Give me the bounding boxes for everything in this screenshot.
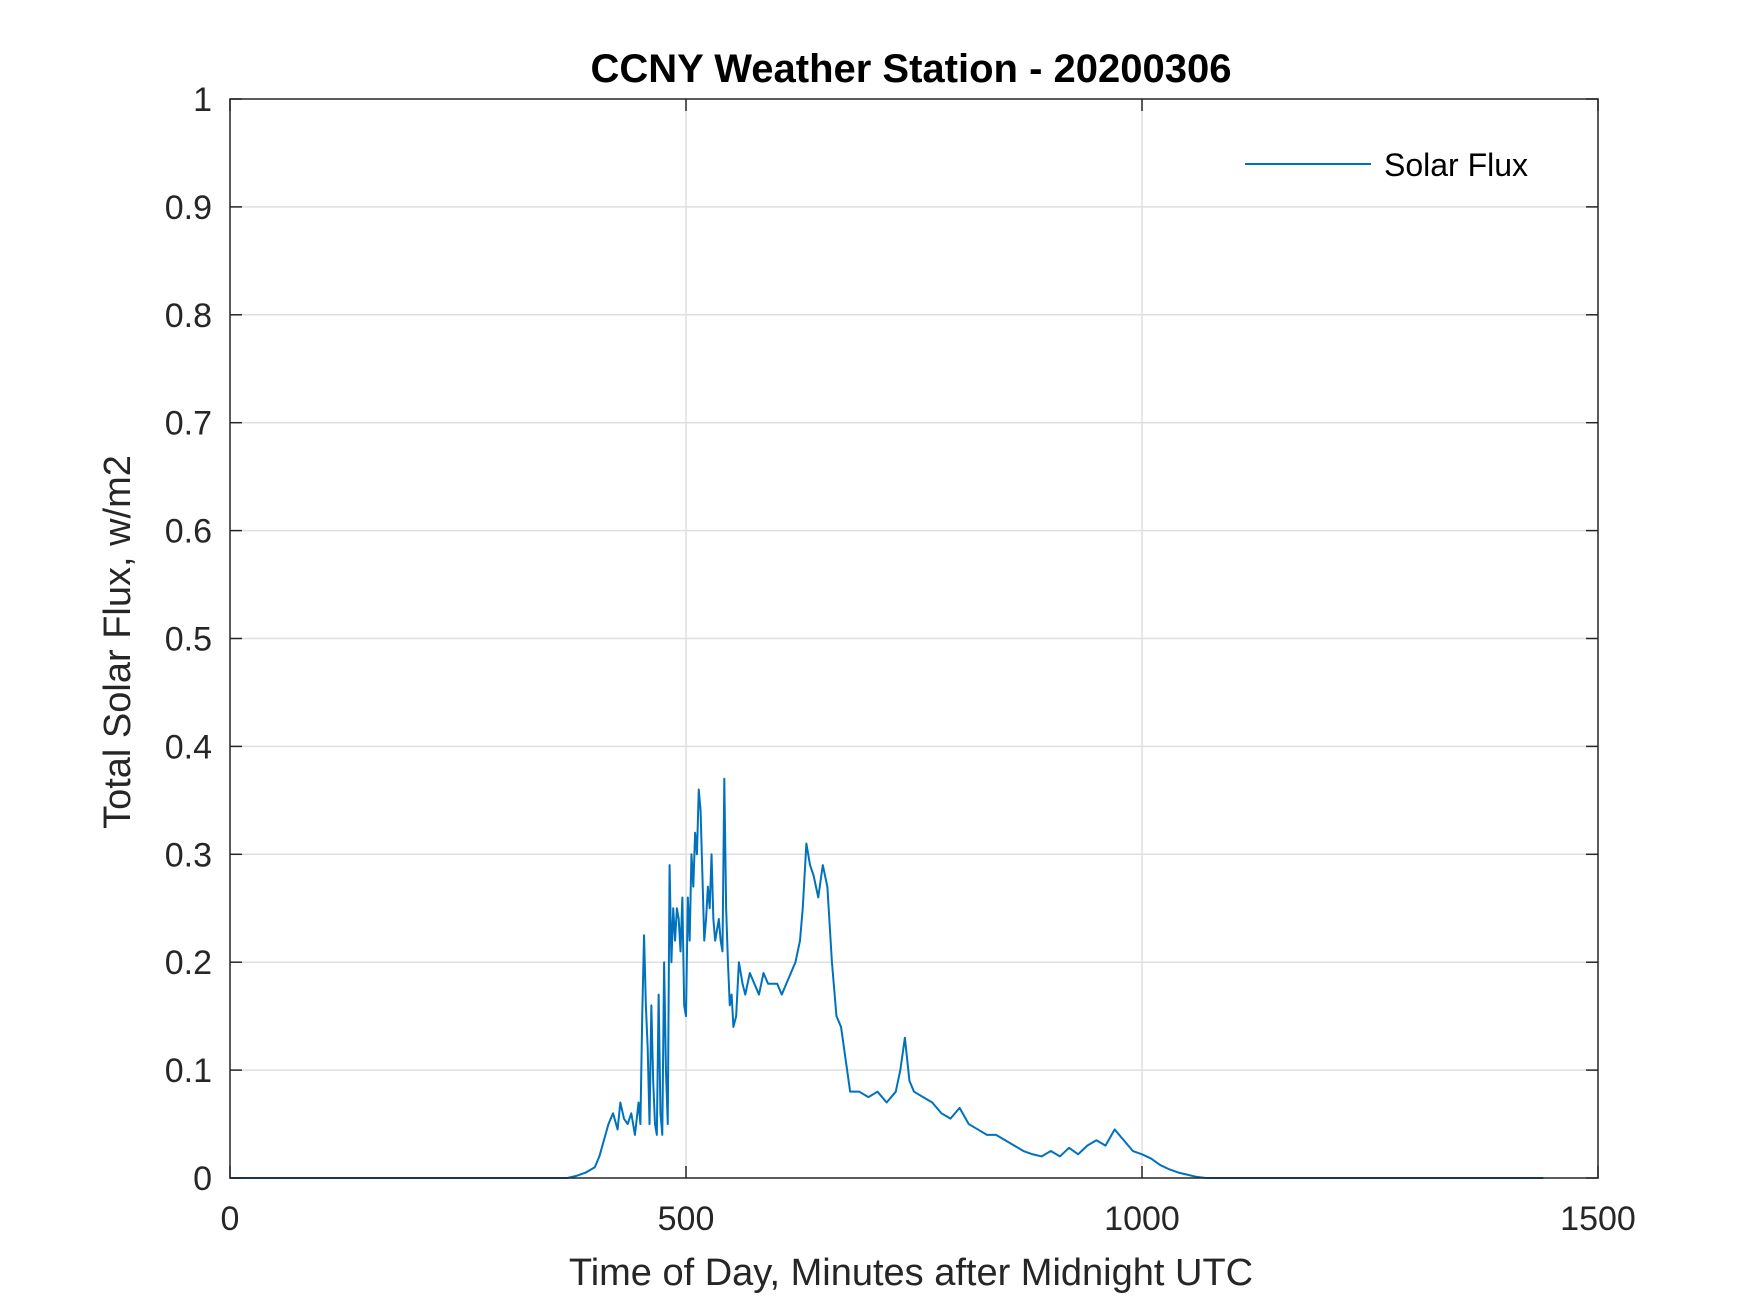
axes-box <box>229 98 1599 1179</box>
y-tick-label: 0.2 <box>165 944 212 982</box>
tick-labels: 0 500 1000 1500 0 0.1 0.2 0.3 0.4 0.5 0.6 0.7 0.8 0.9… <box>165 81 1636 1238</box>
y-tick-label: 0.1 <box>165 1052 212 1090</box>
axes <box>229 98 1599 1179</box>
y-tick-label: 0.7 <box>165 405 212 443</box>
x-axis-label: Time of Day, Minutes after Midnight UTC <box>569 1252 1253 1294</box>
legend: Solar Flux <box>1245 147 1528 183</box>
y-tick-label: 0.8 <box>165 297 212 335</box>
chart-title: CCNY Weather Station - 20200306 <box>591 47 1232 91</box>
x-tick-label: 500 <box>658 1200 715 1238</box>
x-tick-label: 1000 <box>1104 1200 1180 1238</box>
grid-lines <box>230 99 1598 1178</box>
y-tick-label: 0.6 <box>165 513 212 551</box>
series-line-solar-flux <box>230 777 1544 1179</box>
y-axis-label: Total Solar Flux, w/m2 <box>97 455 139 829</box>
y-tick-label: 0.5 <box>165 621 212 659</box>
y-tick-label: 0.9 <box>165 189 212 227</box>
legend-label-solar-flux: Solar Flux <box>1384 147 1528 183</box>
series-layer <box>230 777 1544 1179</box>
x-tick-label: 1500 <box>1560 1200 1636 1238</box>
y-tick-label: 1 <box>193 81 212 119</box>
y-tick-label: 0 <box>193 1160 212 1198</box>
y-tick-label: 0.4 <box>165 728 212 766</box>
x-tick-label: 0 <box>221 1200 240 1238</box>
y-tick-label: 0.3 <box>165 836 212 874</box>
